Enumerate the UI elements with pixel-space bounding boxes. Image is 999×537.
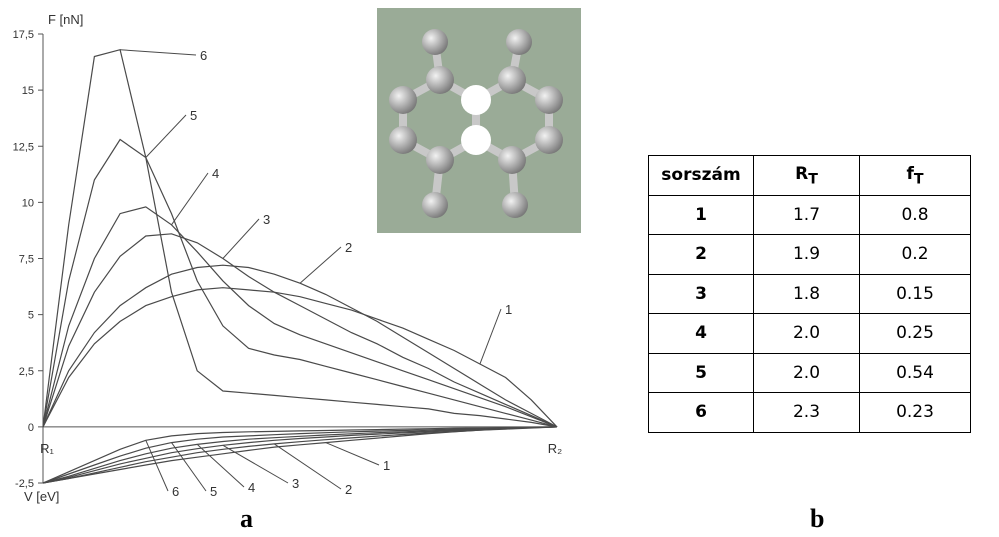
table-cell: 3	[649, 274, 754, 314]
curve	[43, 207, 557, 427]
table-cell: 2.0	[754, 353, 860, 393]
curve-label: 2	[345, 240, 352, 255]
leader-line	[146, 115, 186, 157]
header-text: R	[795, 164, 808, 184]
table-cell: 1.7	[754, 195, 860, 235]
table-cell: 0.15	[860, 274, 971, 314]
table-cell: 2.0	[754, 314, 860, 354]
curve-label: 6	[172, 484, 179, 499]
table-cell: 0.25	[860, 314, 971, 354]
curve	[43, 427, 557, 483]
curve-label: 1	[383, 458, 390, 473]
header-row: sorszám RT fT	[649, 156, 971, 196]
y-label-bottom: V [eV]	[24, 489, 59, 504]
table-cell: 5	[649, 353, 754, 393]
y-tick-label: 15	[22, 85, 34, 97]
y-tick-label: 12,5	[13, 141, 34, 153]
y-tick-label: 2,5	[19, 366, 34, 378]
curve-label: 6	[200, 48, 207, 63]
table-cell: 1.8	[754, 274, 860, 314]
curve-label: 3	[292, 476, 299, 491]
leader-line	[172, 173, 209, 225]
table-cell: 6	[649, 393, 754, 433]
y-tick-label: 7,5	[19, 254, 34, 266]
header-subscript: T	[808, 171, 818, 187]
table-cell: 2.3	[754, 393, 860, 433]
curve-label: 5	[190, 108, 197, 123]
leader-line	[326, 443, 379, 465]
table-cell: 0.2	[860, 235, 971, 275]
x-tick-label: R₁	[40, 441, 54, 456]
leader-line	[197, 444, 244, 487]
curve	[43, 427, 557, 483]
header-cell: fT	[860, 156, 971, 196]
leader-line	[120, 50, 196, 55]
header-cell: RT	[754, 156, 860, 196]
curve	[43, 265, 557, 427]
table-cell: 1	[649, 195, 754, 235]
header-cell: sorszám	[649, 156, 754, 196]
caption: b	[810, 504, 824, 534]
curve	[43, 288, 557, 427]
table-cell: 0.23	[860, 393, 971, 433]
y-tick-label: 10	[22, 197, 34, 209]
curve-label: 1	[505, 302, 512, 317]
leader-line	[146, 440, 168, 491]
leader-line	[274, 444, 341, 489]
table-cell: 2	[649, 235, 754, 275]
curve	[43, 427, 557, 483]
table-cell: 0.54	[860, 353, 971, 393]
figure: F [nN] V [eV] -2,502,557,51012,51517,5R₁…	[0, 0, 999, 537]
y-tick-label: 17,5	[13, 29, 34, 41]
curve	[43, 427, 557, 483]
header-text: f	[906, 164, 913, 184]
leader-line	[480, 309, 501, 364]
x-tick-label: R₂	[548, 441, 562, 456]
curve-label: 3	[263, 212, 270, 227]
leader-line	[300, 247, 341, 283]
y-tick-label: 0	[28, 422, 34, 434]
curve-label: 5	[210, 484, 217, 499]
curve	[43, 427, 557, 483]
curve	[43, 427, 557, 483]
curve-label: 2	[345, 482, 352, 497]
leader-line	[223, 219, 259, 259]
header-subscript: T	[914, 171, 924, 187]
table-cell: 1.9	[754, 235, 860, 275]
curve-label: 4	[212, 166, 219, 181]
molecule-image	[377, 8, 581, 233]
y-tick-label: 5	[28, 310, 34, 322]
caption: a	[240, 504, 253, 534]
y-label-top: F [nN]	[48, 12, 83, 27]
y-tick-label: -2,5	[15, 478, 34, 490]
curve-label: 4	[248, 480, 255, 495]
table-cell: 4	[649, 314, 754, 354]
table-cell: 0.8	[860, 195, 971, 235]
